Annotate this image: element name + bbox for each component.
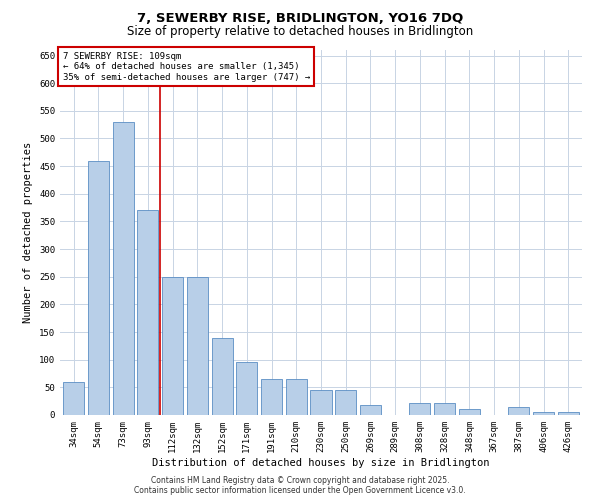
Bar xyxy=(409,403,430,415)
Bar xyxy=(459,410,480,415)
Bar xyxy=(162,276,183,415)
Bar xyxy=(212,338,233,415)
Bar xyxy=(508,406,529,415)
Text: 7, SEWERBY RISE, BRIDLINGTON, YO16 7DQ: 7, SEWERBY RISE, BRIDLINGTON, YO16 7DQ xyxy=(137,12,463,26)
Bar xyxy=(558,412,579,415)
Bar xyxy=(261,379,282,415)
Bar xyxy=(286,379,307,415)
Bar xyxy=(137,210,158,415)
X-axis label: Distribution of detached houses by size in Bridlington: Distribution of detached houses by size … xyxy=(152,458,490,468)
Bar xyxy=(88,160,109,415)
Text: Contains HM Land Registry data © Crown copyright and database right 2025.
Contai: Contains HM Land Registry data © Crown c… xyxy=(134,476,466,495)
Text: Size of property relative to detached houses in Bridlington: Size of property relative to detached ho… xyxy=(127,25,473,38)
Bar xyxy=(113,122,134,415)
Bar xyxy=(236,362,257,415)
Y-axis label: Number of detached properties: Number of detached properties xyxy=(23,142,34,323)
Text: 7 SEWERBY RISE: 109sqm
← 64% of detached houses are smaller (1,345)
35% of semi-: 7 SEWERBY RISE: 109sqm ← 64% of detached… xyxy=(62,52,310,82)
Bar xyxy=(310,390,332,415)
Bar xyxy=(360,405,381,415)
Bar xyxy=(533,412,554,415)
Bar xyxy=(187,276,208,415)
Bar xyxy=(335,390,356,415)
Bar xyxy=(434,403,455,415)
Bar xyxy=(63,382,84,415)
